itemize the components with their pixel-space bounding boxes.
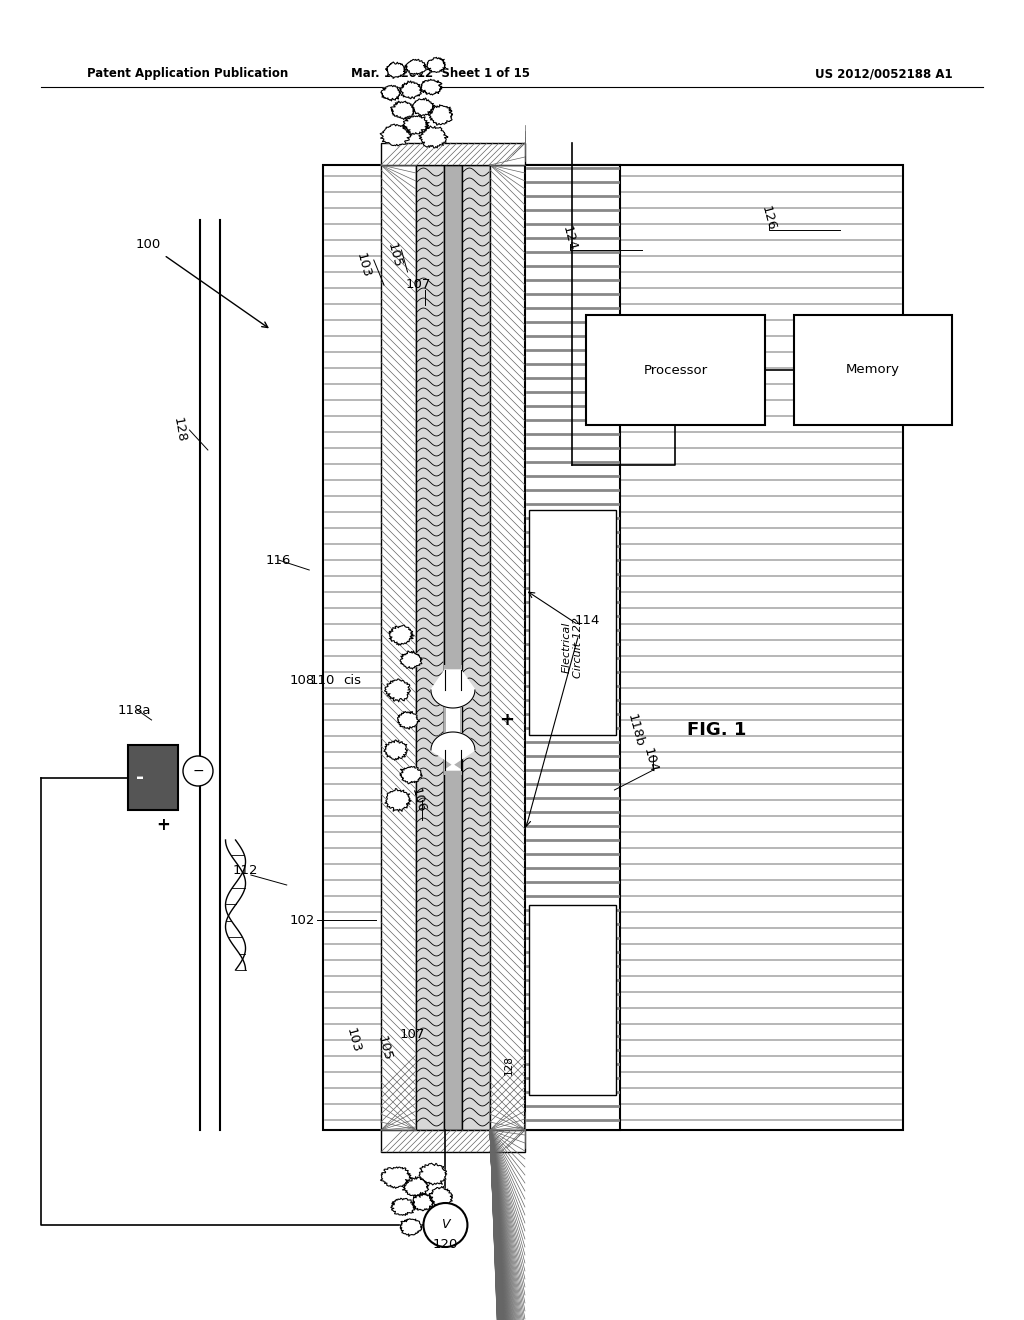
Polygon shape [399,767,422,784]
Text: V: V [441,1218,450,1232]
Polygon shape [421,79,442,95]
Polygon shape [384,741,408,760]
Text: +: + [500,711,514,729]
Text: 103: 103 [344,1026,362,1053]
Polygon shape [390,102,415,120]
Text: 104: 104 [641,746,659,774]
Bar [381,143,525,165]
Bar [323,165,903,1130]
Bar [794,315,952,425]
Text: −: − [193,764,204,777]
Polygon shape [404,59,427,75]
Bar [444,665,462,775]
Bar [525,165,620,1130]
Text: 100: 100 [136,239,161,252]
Text: +: + [156,816,170,834]
Polygon shape [419,125,447,148]
Text: 128: 128 [171,416,187,444]
Polygon shape [385,678,411,702]
Text: US 2012/0052188 A1: US 2012/0052188 A1 [815,67,952,81]
Text: 102: 102 [290,913,314,927]
Polygon shape [429,1187,453,1208]
Bar [462,165,489,1130]
Bar [489,165,525,1130]
Text: 124: 124 [560,224,579,252]
Text: 110: 110 [310,673,335,686]
Bar [529,510,615,735]
Polygon shape [400,1218,422,1237]
Polygon shape [386,62,407,78]
Bar [128,744,178,810]
Text: 118b: 118b [625,711,645,748]
Text: -: - [136,768,144,787]
Polygon shape [419,1163,446,1185]
Text: 105: 105 [375,1034,393,1061]
Bar [381,165,416,1130]
Text: 105: 105 [385,242,403,269]
Text: 114: 114 [574,614,599,627]
Text: 128: 128 [504,1055,514,1074]
Polygon shape [413,1192,434,1210]
Text: Patent Application Publication: Patent Application Publication [87,67,289,81]
Text: 103: 103 [354,251,373,279]
Polygon shape [412,98,435,116]
Bar [444,165,462,1130]
Text: 120: 120 [433,1238,458,1251]
Polygon shape [397,711,420,729]
Circle shape [183,756,213,785]
Polygon shape [400,651,422,669]
Polygon shape [389,624,414,645]
Polygon shape [429,104,453,125]
Polygon shape [426,57,445,73]
Text: Memory: Memory [846,363,900,376]
Polygon shape [380,124,412,147]
Polygon shape [381,1167,413,1188]
Polygon shape [431,733,475,770]
Polygon shape [431,671,475,708]
Text: 112: 112 [233,863,258,876]
Text: Mar. 1, 2012  Sheet 1 of 15: Mar. 1, 2012 Sheet 1 of 15 [351,67,529,81]
Polygon shape [385,788,412,812]
Text: 116: 116 [266,553,291,566]
Polygon shape [402,1176,429,1197]
Text: FIG. 1: FIG. 1 [687,721,746,739]
Text: Processor: Processor [643,363,708,376]
Polygon shape [399,81,422,99]
Text: 118a: 118a [118,704,152,717]
Bar [445,696,460,744]
Text: Electrical
Circuit 122: Electrical Circuit 122 [561,616,584,678]
Text: 126: 126 [759,205,777,232]
Circle shape [424,1203,467,1247]
Polygon shape [391,1199,416,1216]
Text: 108: 108 [290,673,314,686]
Bar [529,906,615,1096]
Text: 106: 106 [409,787,427,814]
Bar [381,1130,525,1152]
Polygon shape [381,86,400,100]
Bar [586,315,765,425]
Polygon shape [402,115,429,135]
Bar [416,165,444,1130]
Text: 107: 107 [406,279,430,292]
Text: cis: cis [343,673,361,686]
Text: 107: 107 [400,1028,425,1041]
